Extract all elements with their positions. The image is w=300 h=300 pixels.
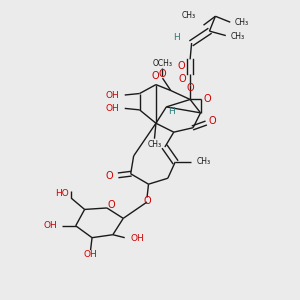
Text: OH: OH xyxy=(84,250,98,260)
Text: O: O xyxy=(107,200,115,210)
Text: O: O xyxy=(143,196,151,206)
Text: CH₃: CH₃ xyxy=(230,32,244,41)
Text: O: O xyxy=(152,71,159,81)
Text: O: O xyxy=(203,94,211,104)
Text: O: O xyxy=(159,69,166,79)
Text: OH: OH xyxy=(43,221,57,230)
Text: O: O xyxy=(105,171,113,181)
Text: CH₃: CH₃ xyxy=(182,11,196,20)
Text: OH: OH xyxy=(106,91,119,100)
Text: H: H xyxy=(168,107,175,116)
Text: O: O xyxy=(178,74,186,84)
Text: H: H xyxy=(173,33,180,42)
Text: O: O xyxy=(186,82,194,93)
Text: CH₃: CH₃ xyxy=(147,140,161,148)
Text: O: O xyxy=(208,116,216,126)
Text: OH: OH xyxy=(106,104,119,113)
Text: HO: HO xyxy=(56,189,69,198)
Text: CH₃: CH₃ xyxy=(235,18,249,27)
Text: OH: OH xyxy=(130,234,144,243)
Text: O: O xyxy=(177,61,185,71)
Text: CH₃: CH₃ xyxy=(197,158,211,166)
Text: OCH₃: OCH₃ xyxy=(152,59,172,68)
